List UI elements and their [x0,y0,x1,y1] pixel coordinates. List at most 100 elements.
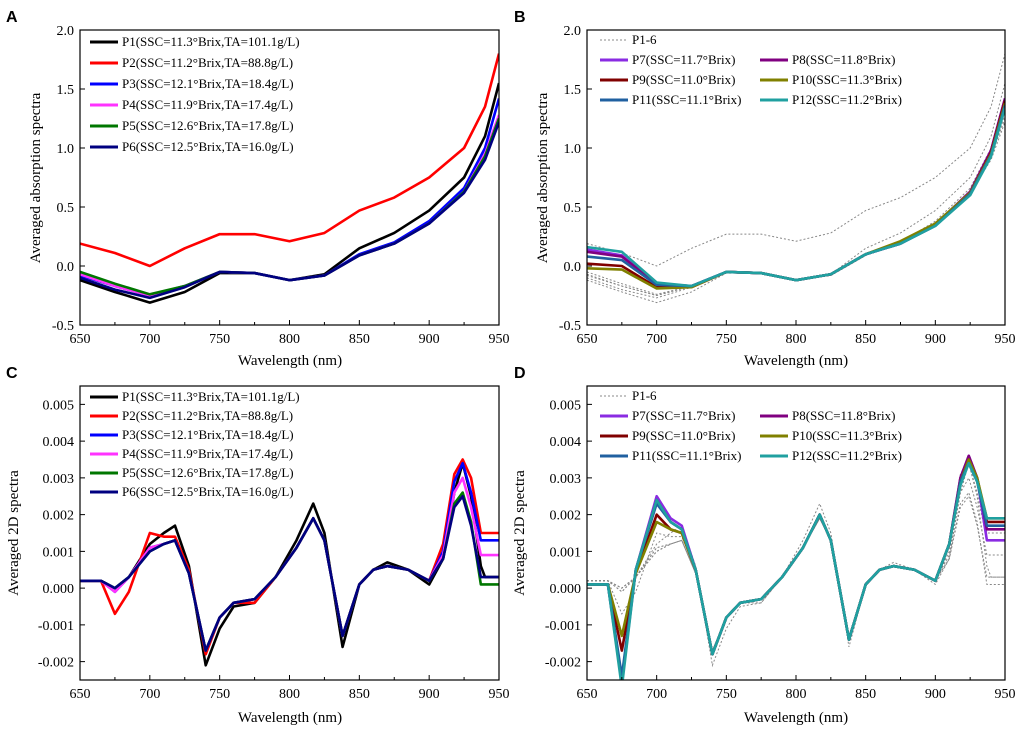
series-layer [80,53,499,304]
x-tick-label: 700 [139,687,160,702]
panel-b: B 650 700 750 800 850 900 950 -0.5 0.0 0.5 1.0 1.5 2… [514,9,1016,369]
legend-label: P10(SSC=11.3°Brix) [792,428,902,443]
y-tick-label: 0.000 [43,582,75,597]
series-line-reference [587,476,1005,653]
legend-label: P2(SSC=11.2°Brix,TA=88.8g/L) [122,408,293,423]
x-tick-label: 850 [855,332,876,347]
y-axis-label: Averaged 2D spectra [512,470,528,596]
series-line-reference [587,53,1005,267]
x-tick-label: 650 [577,332,598,347]
x-tick-label: 850 [349,687,370,702]
series-line-reference [587,461,1005,668]
y-tick-label: 0.003 [43,472,75,487]
x-tick-label: 650 [577,687,598,702]
y-tick-label: 0.005 [43,398,75,413]
legend-label: P12(SSC=11.2°Brix) [792,92,902,107]
x-tick-label: 750 [716,332,737,347]
y-tick-label: 0.005 [550,398,582,413]
panel-a: A 650 700 750 800 850 900 950 -0.5 0.0 0.5 1.0 1.5 2… [6,9,510,369]
legend: P1(SSC=11.3°Brix,TA=101.1g/L) P2(SSC=11.2… [90,34,300,154]
series-line [587,107,1005,288]
legend-label: P3(SSC=12.1°Brix,TA=18.4g/L) [122,76,294,91]
y-tick-label: 1.0 [57,142,75,157]
legend-label: P7(SSC=11.7°Brix) [632,408,735,423]
y-tick-label: 0.004 [550,435,582,450]
panel-c: C 650 700 750 800 850 900 950 -0.002 -0.001 0.000… [6,365,510,726]
legend: P1-6 P7(SSC=11.7°Brix) P8(SSC=11.8°Brix) P9… [600,388,902,463]
legend-label: P4(SSC=11.9°Brix,TA=17.4g/L) [122,97,293,112]
legend: P1(SSC=11.3°Brix,TA=101.1g/L) P2(SSC=11.2… [90,389,300,499]
x-tick-label: 950 [995,332,1016,347]
series-layer [80,458,499,667]
x-tick-label: 800 [786,687,807,702]
y-tick-label: 0.002 [43,509,75,524]
legend: P1-6 P7(SSC=11.7°Brix) P8(SSC=11.8°Brix) P9… [600,32,902,107]
x-tick-label: 850 [855,687,876,702]
legend-label: P4(SSC=11.9°Brix,TA=17.4g/L) [122,446,293,461]
y-tick-label: 1.5 [57,83,75,98]
panel-letter: D [514,365,526,382]
series-layer [587,53,1005,304]
x-tick-label: 700 [646,687,667,702]
x-tick-label: 650 [70,687,91,702]
x-axis-label: Wavelength (nm) [744,710,848,726]
ticks-layer: 650 700 750 800 850 900 950 -0.5 0.0 0.5 1.0 1.5 2.0 [52,24,510,347]
legend-label: P10(SSC=11.3°Brix) [792,72,902,87]
x-tick-label: 800 [279,687,300,702]
panel-letter: C [6,365,18,382]
legend-label: P6(SSC=12.5°Brix,TA=16.0g/L) [122,139,294,154]
legend-label: P9(SSC=11.0°Brix) [632,72,735,87]
legend-label: P6(SSC=12.5°Brix,TA=16.0g/L) [122,484,294,499]
y-tick-label: 0.003 [550,472,582,487]
y-tick-label: 0.0 [57,260,75,275]
legend-label: P11(SSC=11.1°Brix) [632,448,741,463]
panel-d: D 650 700 750 800 850 900 950 -0.002 -0.001 0.000… [512,365,1016,726]
x-tick-label: 800 [786,332,807,347]
x-axis-label: Wavelength (nm) [238,353,342,369]
x-tick-label: 900 [925,687,946,702]
x-tick-label: 700 [139,332,160,347]
legend-label: P1(SSC=11.3°Brix,TA=101.1g/L) [122,389,300,404]
x-tick-label: 900 [925,332,946,347]
y-axis-label: Averaged absorption spectra [535,92,551,263]
y-tick-label: 2.0 [57,24,75,39]
legend-label: P2(SSC=11.2°Brix,TA=88.8g/L) [122,55,293,70]
x-tick-label: 800 [279,332,300,347]
series-line [80,494,499,652]
x-tick-label: 750 [209,687,230,702]
y-axis-label: Averaged 2D spectra [6,470,22,596]
y-tick-label: 0.004 [43,435,75,450]
y-tick-label: -0.5 [559,319,581,334]
legend-label: P8(SSC=11.8°Brix) [792,408,895,423]
legend-label: P7(SSC=11.7°Brix) [632,52,735,67]
x-tick-label: 650 [70,332,91,347]
ticks-layer: 650 700 750 800 850 900 950 -0.002 -0.001 0.000 0.… [545,398,1016,702]
x-tick-label: 750 [209,332,230,347]
y-tick-label: -0.5 [52,319,74,334]
y-tick-label: 0.5 [564,201,582,216]
y-tick-label: 0.5 [57,201,75,216]
legend-label: P3(SSC=12.1°Brix,TA=18.4g/L) [122,427,294,442]
y-tick-label: -0.002 [545,656,581,671]
legend-label: P11(SSC=11.1°Brix) [632,92,741,107]
y-tick-label: 1.5 [564,83,582,98]
x-axis-label: Wavelength (nm) [238,710,342,726]
legend-label: P1-6 [632,32,657,47]
y-tick-label: 0.0 [564,260,582,275]
y-tick-label: -0.002 [38,656,74,671]
legend-label: P5(SSC=12.6°Brix,TA=17.8g/L) [122,118,294,133]
y-tick-label: 1.0 [564,142,582,157]
series-line [80,53,499,268]
legend-label: P1-6 [632,388,657,403]
x-tick-label: 950 [995,687,1016,702]
series-line [587,461,1005,680]
y-tick-label: -0.001 [38,619,74,634]
y-tick-label: -0.001 [545,619,581,634]
legend-label: P8(SSC=11.8°Brix) [792,52,895,67]
y-tick-label: 0.000 [550,582,582,597]
x-tick-label: 850 [349,332,370,347]
legend-label: P12(SSC=11.2°Brix) [792,448,902,463]
ticks-layer: 650 700 750 800 850 900 950 -0.002 -0.001 0.000 0.… [38,398,510,702]
x-tick-label: 750 [716,687,737,702]
